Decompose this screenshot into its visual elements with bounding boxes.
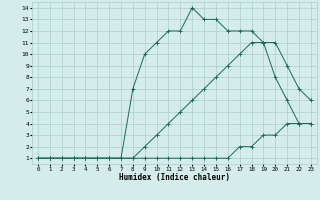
X-axis label: Humidex (Indice chaleur): Humidex (Indice chaleur) bbox=[119, 173, 230, 182]
